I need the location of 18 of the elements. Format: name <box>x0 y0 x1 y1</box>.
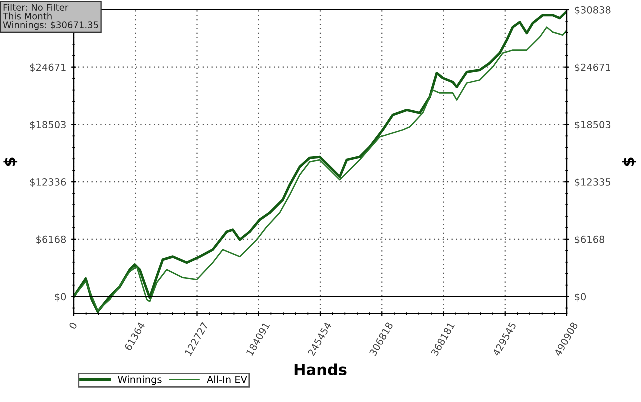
legend-label: Winnings <box>118 376 162 386</box>
x-tick-label: 0 <box>68 322 78 330</box>
y-tick-label: $18503 <box>30 121 66 130</box>
y2-axis-title: $ <box>622 158 636 166</box>
y2-tick-label: $18503 <box>575 121 611 130</box>
y2-tick-label: $6168 <box>575 236 605 245</box>
y2-tick-label: $12335 <box>575 178 611 188</box>
y-axis-title: $ <box>4 158 18 166</box>
y2-tick-label: $0 <box>575 293 586 302</box>
y-tick-label: $6168 <box>36 236 66 245</box>
y2-tick-label: $24671 <box>575 64 611 72</box>
y2-tick-label: $30838 <box>575 6 611 16</box>
legend-label: All-In EV <box>207 376 248 384</box>
y-tick-label: $24671 <box>30 64 66 72</box>
y-tick-label: $0 <box>55 293 66 302</box>
x-axis-title: Hands <box>294 364 347 376</box>
y-tick-label: $12336 <box>30 178 66 188</box>
annotation: Filter: No Filter This Month Winnings: $30671.35 <box>2 4 98 30</box>
